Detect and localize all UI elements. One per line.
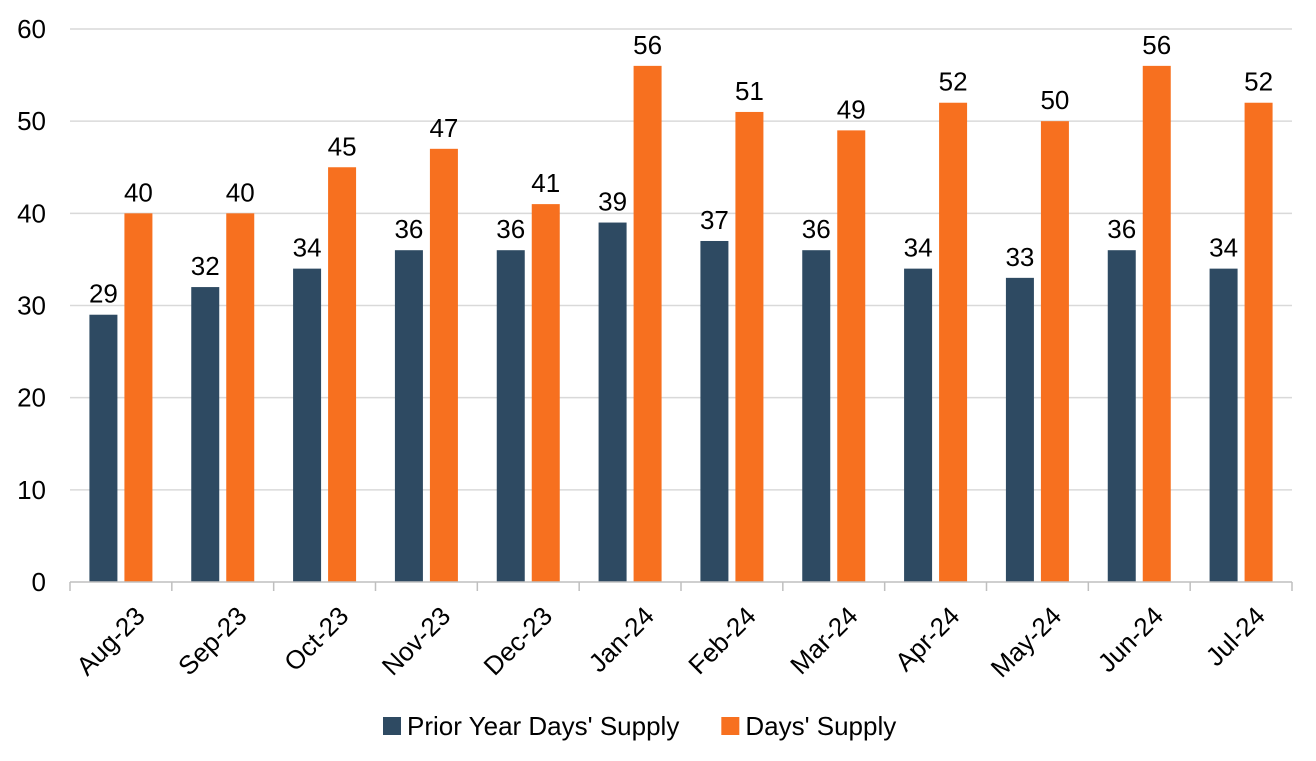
data-label: 56 [1142, 30, 1171, 60]
data-label: 45 [328, 131, 357, 161]
data-label: 40 [124, 177, 153, 207]
bar [633, 65, 662, 582]
bar [124, 213, 153, 583]
bar [1244, 102, 1273, 582]
data-label: 33 [1005, 242, 1034, 272]
data-label: 49 [837, 94, 866, 124]
bar [1142, 65, 1171, 582]
data-label: 36 [1107, 214, 1136, 244]
bar [1040, 121, 1069, 583]
y-tick-label: 30 [17, 291, 46, 321]
x-tick-label: Jul-24 [1200, 601, 1271, 672]
bar [429, 148, 458, 583]
data-label: 36 [394, 214, 423, 244]
legend-label: Days' Supply [745, 711, 896, 741]
x-tick-label: Apr-24 [889, 601, 965, 677]
data-label: 50 [1040, 85, 1069, 115]
data-label: 47 [429, 113, 458, 143]
bar [496, 250, 525, 582]
data-label: 36 [496, 214, 525, 244]
bar [735, 111, 764, 582]
data-label: 52 [1244, 67, 1273, 97]
data-label: 34 [1209, 233, 1238, 263]
y-tick-label: 10 [17, 475, 46, 505]
x-tick-label: Nov-23 [376, 601, 456, 681]
data-label: 32 [191, 251, 220, 281]
data-label: 51 [735, 76, 764, 106]
x-tick-label: Dec-23 [478, 601, 558, 681]
data-label: 40 [226, 177, 255, 207]
gridlines [70, 28, 1292, 491]
data-label: 34 [293, 233, 322, 263]
x-tick-label: Feb-24 [682, 601, 761, 680]
data-label: 39 [598, 187, 627, 217]
bar [837, 130, 866, 582]
bar [598, 222, 627, 583]
x-tick-label: Aug-23 [70, 601, 150, 681]
y-tick-label: 20 [17, 383, 46, 413]
y-tick-label: 0 [32, 567, 46, 597]
bar [939, 102, 968, 582]
legend: Prior Year Days' Supply Days' Supply [383, 711, 896, 741]
bar [293, 268, 322, 582]
data-label: 56 [633, 30, 662, 60]
bar [700, 240, 729, 582]
bar [904, 268, 933, 582]
bar [89, 314, 118, 582]
bar [802, 250, 831, 582]
bar [531, 204, 560, 582]
data-label: 34 [904, 233, 933, 263]
data-label: 29 [89, 279, 118, 309]
legend-swatch [721, 717, 740, 735]
x-tick-label: Jan-24 [582, 601, 659, 678]
data-labels: 29 32 34 36 36 39 37 36 34 33 36 34 40 40 45 47 41 56 51 49… [89, 30, 1273, 309]
legend-label: Prior Year Days' Supply [407, 711, 679, 741]
bar [226, 213, 255, 583]
bar [1005, 277, 1034, 582]
y-tick-label: 50 [17, 106, 46, 136]
data-label: 52 [939, 67, 968, 97]
data-label: 41 [531, 168, 560, 198]
bar [394, 250, 423, 582]
bar [328, 167, 357, 582]
data-label: 36 [802, 214, 831, 244]
bar [191, 287, 220, 582]
bars [89, 65, 1273, 583]
y-tick-label: 60 [17, 14, 46, 44]
bar [1209, 268, 1238, 582]
x-tick-label: Oct-23 [278, 601, 354, 677]
x-tick-label: Sep-23 [172, 601, 252, 681]
bar [1107, 250, 1136, 582]
y-tick-label: 40 [17, 198, 46, 228]
x-tick-label: Mar-24 [784, 601, 863, 680]
data-label: 37 [700, 205, 729, 235]
x-tick-label: May-24 [985, 601, 1068, 684]
x-tick-label: Jun-24 [1092, 601, 1169, 678]
legend-swatch [383, 717, 401, 735]
